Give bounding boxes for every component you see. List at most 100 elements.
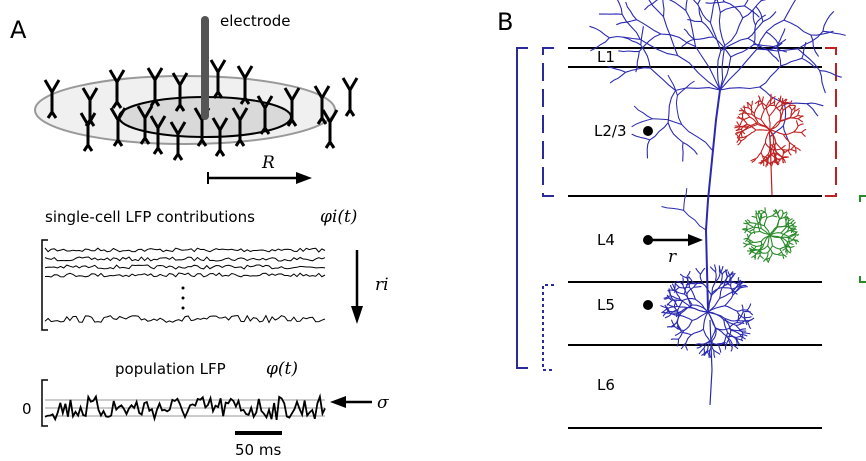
dendrite bbox=[668, 288, 672, 296]
dendrite bbox=[679, 286, 690, 289]
dendrite bbox=[719, 86, 760, 91]
dendrite bbox=[686, 270, 691, 278]
bracket bbox=[41, 239, 48, 331]
dendrite bbox=[747, 321, 752, 330]
dendrite bbox=[719, 56, 732, 91]
dendrite bbox=[754, 100, 761, 105]
dendrite bbox=[713, 350, 716, 358]
layer-label: L1 bbox=[597, 48, 615, 66]
dendrite bbox=[782, 253, 787, 258]
cell-icon bbox=[136, 105, 154, 145]
dendrite bbox=[793, 233, 799, 237]
dendrite bbox=[679, 273, 687, 279]
dendrite bbox=[788, 218, 793, 222]
dendrite bbox=[800, 128, 807, 133]
dendrite bbox=[753, 44, 774, 48]
dendrite bbox=[670, 309, 679, 314]
dendrite bbox=[750, 243, 757, 247]
dendrite bbox=[736, 310, 745, 319]
dendrite bbox=[664, 313, 672, 319]
dendrite bbox=[783, 131, 794, 135]
dendrite bbox=[740, 107, 745, 114]
dendrite bbox=[793, 125, 799, 133]
dendrite bbox=[677, 80, 695, 96]
dendrite bbox=[720, 37, 749, 52]
panel-label: B bbox=[497, 8, 513, 36]
dendrite bbox=[777, 209, 781, 214]
dendrite bbox=[676, 280, 684, 286]
dendrite bbox=[631, 118, 653, 128]
dendrite bbox=[739, 119, 744, 126]
dendrite bbox=[685, 0, 688, 11]
dendrite bbox=[783, 0, 796, 21]
dendrite bbox=[777, 213, 781, 220]
arrow-head bbox=[330, 396, 346, 408]
dendrite bbox=[702, 311, 709, 330]
dendrite bbox=[744, 229, 748, 234]
symbol: φ(t) bbox=[266, 359, 298, 379]
bracket bbox=[542, 284, 554, 371]
dendrite bbox=[746, 309, 754, 316]
dendrite bbox=[767, 245, 773, 253]
dendrite bbox=[675, 309, 679, 318]
dendrite bbox=[736, 321, 745, 325]
dendrite bbox=[744, 112, 753, 115]
symbol: φi(t) bbox=[320, 207, 357, 227]
dendrite bbox=[767, 258, 771, 263]
dendrite bbox=[785, 242, 789, 247]
dendrite bbox=[724, 339, 729, 348]
dendrite bbox=[701, 21, 715, 38]
dendrite bbox=[738, 330, 747, 332]
dendrite bbox=[790, 228, 795, 233]
dendrite bbox=[746, 219, 751, 223]
dendrite bbox=[784, 101, 790, 105]
dendrite bbox=[751, 246, 757, 252]
dendrite bbox=[789, 104, 796, 107]
dendrite bbox=[766, 49, 780, 63]
dendrite bbox=[646, 139, 651, 159]
axon bbox=[709, 319, 713, 406]
dendrite bbox=[777, 253, 783, 256]
dendrite bbox=[674, 290, 685, 295]
dendrite bbox=[753, 105, 759, 114]
dendrite bbox=[819, 70, 842, 78]
population-trace bbox=[44, 393, 326, 422]
dendrite bbox=[797, 30, 824, 50]
section-title: population LFP bbox=[115, 360, 226, 378]
dendrite bbox=[716, 341, 725, 345]
dendrite bbox=[783, 98, 788, 105]
dendrite bbox=[780, 237, 786, 245]
dendrite bbox=[718, 12, 726, 46]
dendrite bbox=[780, 57, 802, 67]
dendrite bbox=[769, 252, 773, 259]
dendrite bbox=[788, 242, 794, 246]
dendrite bbox=[787, 150, 792, 156]
dendrite bbox=[695, 343, 703, 346]
dendrite bbox=[679, 314, 693, 321]
dendrite bbox=[822, 30, 846, 36]
dendrite bbox=[794, 105, 796, 112]
dendrite bbox=[743, 222, 748, 225]
layer-label: L5 bbox=[597, 296, 615, 314]
dendrite bbox=[780, 236, 789, 239]
dendrite bbox=[742, 228, 748, 230]
dendrite bbox=[792, 224, 797, 228]
dendrite bbox=[777, 251, 783, 256]
dendrite bbox=[737, 276, 740, 285]
bracket bbox=[41, 379, 48, 427]
dendrite bbox=[753, 113, 759, 124]
dendrite bbox=[793, 131, 802, 134]
dendrite bbox=[810, 34, 820, 57]
dendrite bbox=[790, 144, 796, 150]
dendrite bbox=[718, 267, 723, 275]
dendrite bbox=[786, 249, 792, 254]
arrow-head bbox=[688, 234, 703, 246]
dendrite bbox=[714, 0, 716, 1]
dendrite bbox=[693, 0, 699, 5]
dendrite bbox=[692, 311, 709, 322]
cell-icon bbox=[108, 69, 126, 109]
dendrite bbox=[765, 99, 772, 107]
electrode-contact bbox=[643, 300, 653, 310]
dendrite bbox=[625, 67, 651, 73]
